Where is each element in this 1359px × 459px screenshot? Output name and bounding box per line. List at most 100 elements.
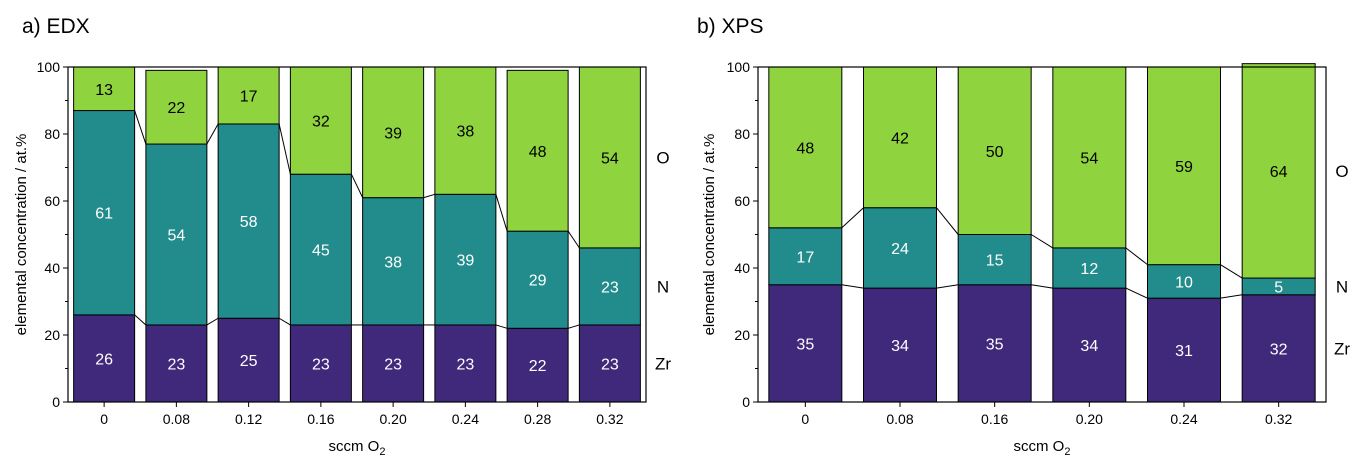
- bar-o-2: [957, 66, 1032, 235]
- bar-n-1: [145, 143, 208, 326]
- bar-zr-0: [768, 284, 843, 403]
- component-label-zr: Zr: [1334, 339, 1350, 358]
- x-tick-label: 0.12: [235, 411, 262, 427]
- component-label-n: N: [657, 277, 669, 296]
- bar-zr-0: [73, 314, 136, 403]
- y-tick-label: 20: [734, 327, 750, 343]
- connector-line: [278, 317, 291, 326]
- data-label-zr: 23: [167, 356, 185, 373]
- y-tick-label: 80: [44, 126, 60, 142]
- x-tick-label: 0.16: [307, 411, 334, 427]
- data-label-zr: 34: [891, 338, 909, 355]
- connector-line: [936, 207, 959, 235]
- connector-line: [206, 317, 219, 326]
- bar-o-1: [145, 69, 208, 145]
- y-tick-label: 60: [734, 193, 750, 209]
- data-label-zr: 34: [1080, 338, 1098, 355]
- data-label-n: 54: [167, 228, 185, 245]
- component-label-o: O: [656, 148, 669, 167]
- chart-panel-edx: a) EDX 26 61 13 23 54 22 25 58 17 23 45 32 23 38 39 23 39…: [13, 15, 671, 458]
- y-tick-label: 40: [734, 260, 750, 276]
- x-tick-label: 0.24: [1170, 411, 1197, 427]
- x-tick-label: 0.32: [1265, 411, 1292, 427]
- data-label-o: 48: [796, 140, 814, 157]
- data-label-o: 50: [986, 144, 1004, 161]
- x-tick-label: 0.20: [380, 411, 407, 427]
- data-label-n: 39: [456, 253, 474, 270]
- bar-zr-2: [957, 284, 1032, 403]
- y-tick-label: 0: [742, 394, 750, 410]
- connector-line: [1125, 287, 1148, 299]
- data-label-n: 12: [1080, 261, 1098, 278]
- data-label-n: 58: [240, 214, 258, 231]
- bar-o-5: [434, 66, 497, 195]
- bar-n-2: [217, 123, 280, 319]
- bar-zr-5: [434, 324, 497, 403]
- data-label-n: 5: [1274, 279, 1283, 296]
- bar-o-7: [578, 66, 641, 249]
- bar-n-5: [434, 193, 497, 326]
- bar-n-3: [289, 173, 352, 326]
- y-tick-label: 100: [37, 59, 61, 75]
- y-axis-label: elemental concentration / at.%: [701, 134, 718, 336]
- bar-zr-1: [145, 324, 208, 403]
- data-label-zr: 25: [240, 353, 258, 370]
- bar-o-2: [217, 66, 280, 125]
- connector-line: [278, 123, 291, 175]
- x-tick-label: 0.28: [524, 411, 551, 427]
- data-label-o: 13: [95, 82, 113, 99]
- data-label-n: 61: [95, 206, 113, 223]
- data-label-o: 54: [601, 150, 619, 167]
- y-tick-label: 100: [727, 59, 751, 75]
- data-label-o: 22: [167, 100, 185, 117]
- bar-o-1: [863, 66, 937, 209]
- data-label-o: 42: [891, 130, 909, 147]
- x-axis-label: sccm O2: [1014, 438, 1071, 458]
- y-tick-label: 0: [52, 394, 60, 410]
- data-label-zr: 23: [601, 356, 619, 373]
- connector-line: [841, 207, 864, 229]
- bar-n-7: [578, 247, 641, 326]
- chart-title: a) EDX: [22, 15, 90, 38]
- bar-n-3: [1052, 247, 1127, 289]
- data-label-o: 59: [1175, 159, 1193, 176]
- data-label-zr: 23: [384, 356, 402, 373]
- data-label-zr: 23: [312, 356, 330, 373]
- data-label-n: 15: [986, 253, 1004, 270]
- component-label-n: N: [1336, 277, 1348, 296]
- x-tick-label: 0.16: [981, 411, 1008, 427]
- data-label-n: 45: [312, 243, 330, 260]
- data-label-zr: 32: [1270, 341, 1288, 358]
- connector-line: [1031, 284, 1053, 289]
- x-axis-label: sccm O2: [329, 438, 386, 458]
- data-label-n: 10: [1175, 274, 1193, 291]
- bar-o-4: [362, 66, 425, 199]
- bar-o-5: [1241, 63, 1316, 279]
- bar-n-2: [957, 234, 1032, 286]
- x-tick-label: 0.24: [452, 411, 479, 427]
- y-tick-label: 80: [734, 126, 750, 142]
- x-tick-label: 0: [100, 411, 108, 427]
- x-tick-label: 0.20: [1076, 411, 1103, 427]
- data-label-o: 32: [312, 114, 330, 131]
- x-tick-label: 0: [801, 411, 809, 427]
- bar-n-0: [768, 227, 843, 286]
- data-label-zr: 22: [529, 358, 547, 375]
- y-axis-label: elemental concentration / at.%: [13, 134, 30, 336]
- bar-n-1: [863, 207, 937, 289]
- connector-line: [423, 193, 436, 199]
- bar-zr-3: [289, 324, 352, 403]
- connector-line: [567, 230, 580, 249]
- chart-panel-xps: b) XPS 35 17 48 34 24 42 35 15 50 34 12 54 31 10 59 32 5 6…: [697, 15, 1350, 458]
- connector-line: [134, 314, 147, 326]
- component-label-o: O: [1335, 162, 1348, 181]
- data-label-zr: 35: [796, 336, 814, 353]
- connector-line: [1220, 264, 1243, 279]
- data-label-n: 23: [601, 279, 619, 296]
- connector-line: [567, 324, 580, 329]
- x-tick-label: 0.32: [596, 411, 623, 427]
- y-tick-label: 60: [44, 193, 60, 209]
- data-label-n: 17: [796, 249, 814, 266]
- connector-line: [841, 284, 864, 289]
